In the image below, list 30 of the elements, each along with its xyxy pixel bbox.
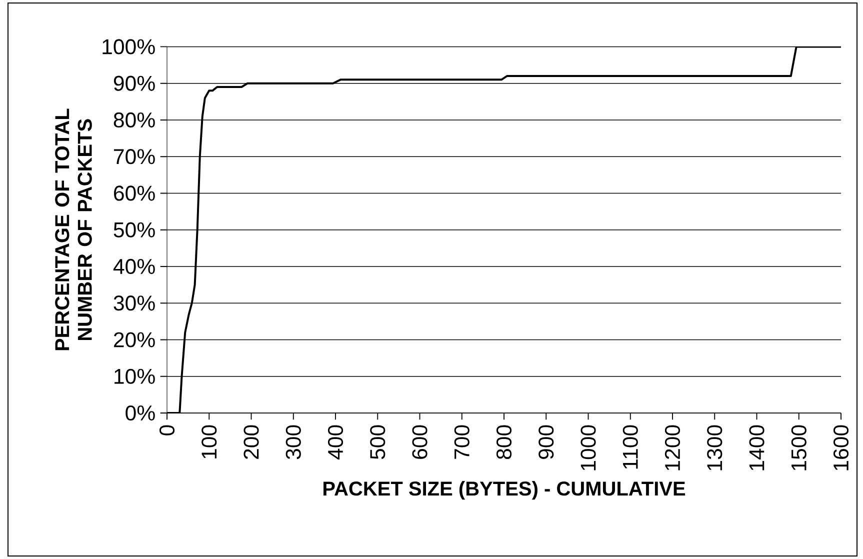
x-tick-label: 1500 [791,425,806,470]
x-tick-label: 400 [328,425,344,460]
x-tick-label: 1200 [664,425,680,470]
y-tick-label: 70% [114,149,155,164]
y-tick-label: 60% [114,186,155,201]
y-tick-label: 0% [126,405,155,421]
x-tick-label: 600 [412,425,428,459]
x-tick-label: 1400 [749,425,764,470]
x-tick-label: 700 [454,425,470,459]
x-axis-title: PACKET SIZE (BYTES) - CUMULATIVE [323,480,686,500]
y-tick-label: 20% [114,332,155,348]
x-tick-label: 800 [496,425,512,460]
y-tick-label: 80% [114,112,155,128]
x-tick-label: 300 [286,425,301,460]
x-tick-label: 1300 [707,425,722,470]
x-tick-label: 200 [244,425,259,459]
y-tick-label: 10% [114,368,155,384]
x-tick-label: 900 [538,425,554,459]
y-axis-title: PERCENTAGE OF TOTAL NUMBER OF PACKETS [55,108,92,350]
y-tick-label: 30% [114,296,155,311]
x-tick-label: 1000 [580,425,596,470]
x-tick-label: 1600 [833,425,849,470]
y-tick-label: 50% [114,222,155,238]
y-tick-label: 100% [102,39,155,54]
x-tick-label: 1100 [622,425,638,469]
y-tick-label: 40% [113,258,155,274]
x-tick-label: 500 [370,425,386,460]
x-tick-label: 0 [159,425,175,436]
x-tick-label: 100 [202,425,217,458]
y-tick-label: 90% [114,76,155,91]
